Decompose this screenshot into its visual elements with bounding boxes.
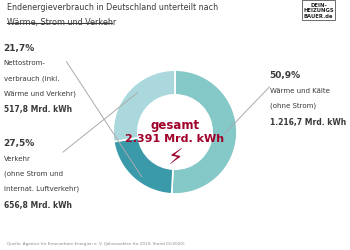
- Text: 2.391 Mrd. kWh: 2.391 Mrd. kWh: [125, 134, 225, 144]
- Text: Nettostrom-: Nettostrom-: [4, 60, 46, 66]
- Wedge shape: [113, 71, 175, 142]
- Text: verbrauch (inkl.: verbrauch (inkl.: [4, 75, 59, 82]
- Text: Wärme und Verkehr): Wärme und Verkehr): [4, 90, 75, 96]
- Text: DEIN-
HEIZUNGS
BAUER.de: DEIN- HEIZUNGS BAUER.de: [303, 2, 334, 19]
- Text: Wärme und Kälte: Wärme und Kälte: [270, 88, 329, 94]
- Text: Verkehr: Verkehr: [4, 155, 30, 161]
- Text: 1.216,7 Mrd. kWh: 1.216,7 Mrd. kWh: [270, 118, 346, 126]
- Text: 21,7%: 21,7%: [4, 44, 35, 52]
- Text: Quelle: Agentur für Erneuerbare Energien e. V. (Jahreszahlen für 2019, Stand 01/: Quelle: Agentur für Erneuerbare Energien…: [7, 241, 185, 245]
- Text: (ohne Strom): (ohne Strom): [270, 102, 316, 109]
- Text: Wärme, Strom und Verkehr: Wärme, Strom und Verkehr: [7, 18, 116, 26]
- Text: 517,8 Mrd. kWh: 517,8 Mrd. kWh: [4, 105, 72, 114]
- Text: gesamt: gesamt: [150, 118, 200, 132]
- Text: 50,9%: 50,9%: [270, 71, 301, 80]
- Text: 27,5%: 27,5%: [4, 138, 35, 147]
- Text: 656,8 Mrd. kWh: 656,8 Mrd. kWh: [4, 200, 71, 209]
- Text: (ohne Strom und: (ohne Strom und: [4, 170, 63, 176]
- Text: internat. Luftverkehr): internat. Luftverkehr): [4, 185, 79, 192]
- Text: Endenergieverbrauch in Deutschland unterteilt nach: Endenergieverbrauch in Deutschland unter…: [7, 2, 218, 12]
- Wedge shape: [114, 138, 173, 194]
- Text: ⚡: ⚡: [167, 148, 183, 168]
- Wedge shape: [172, 71, 237, 194]
